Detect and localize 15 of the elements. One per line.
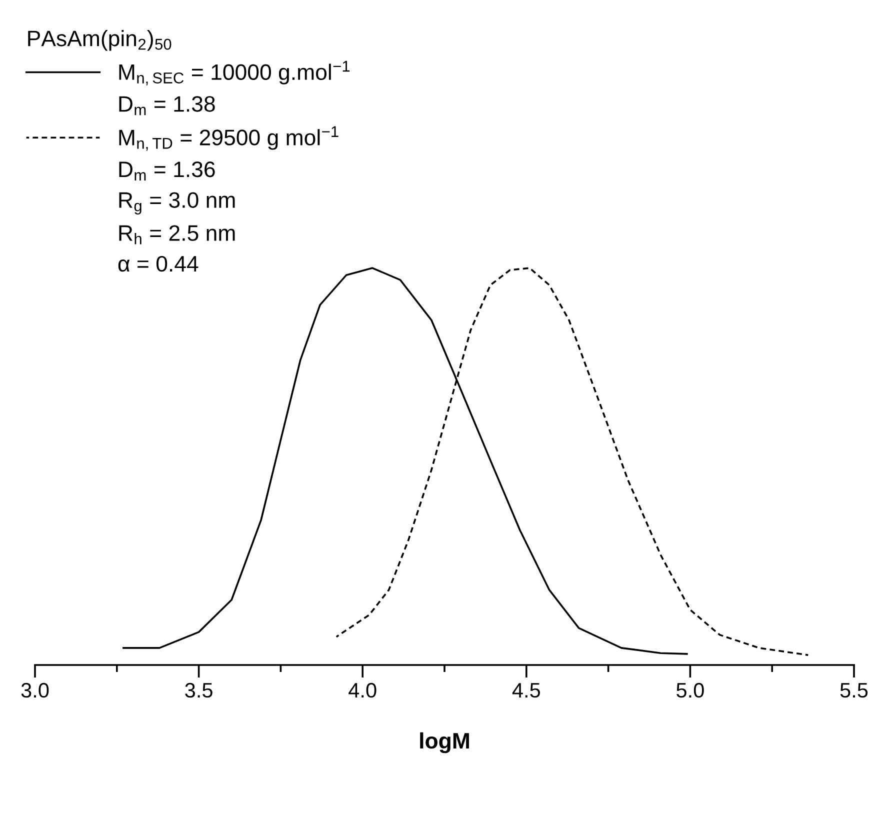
x-tick-label: 4.0 [348, 682, 376, 698]
legend-label: M$_{n,SEC}$ = 10000 g.mol$^{−1}$ [119, 60, 350, 86]
x-tick-label: 3.0 [21, 682, 49, 698]
x-tick-label: 5.5 [840, 683, 868, 698]
x-tick-label: 3.5 [185, 682, 212, 698]
x-tick-label: 4.5 [512, 683, 540, 698]
annotation: α = 0.44 [118, 256, 198, 272]
text: R$_{g}$ = 3.0 nm [119, 192, 235, 214]
text: D$_{m}$ = 1.36 [119, 161, 215, 181]
text: R$_{h}$ = 2.5 nm [119, 225, 235, 244]
text: D$_{m}$ = 1.38 [119, 96, 215, 116]
legend-title: PAsAm(pin$_{2}$)$_{50}$ [28, 30, 172, 51]
legend-label: M$_{n,TD}$ = 29500 g mol$^{−1}$ [119, 126, 338, 151]
x-axis-title: logM [420, 732, 469, 754]
x-tick-label: 5.0 [676, 682, 704, 698]
